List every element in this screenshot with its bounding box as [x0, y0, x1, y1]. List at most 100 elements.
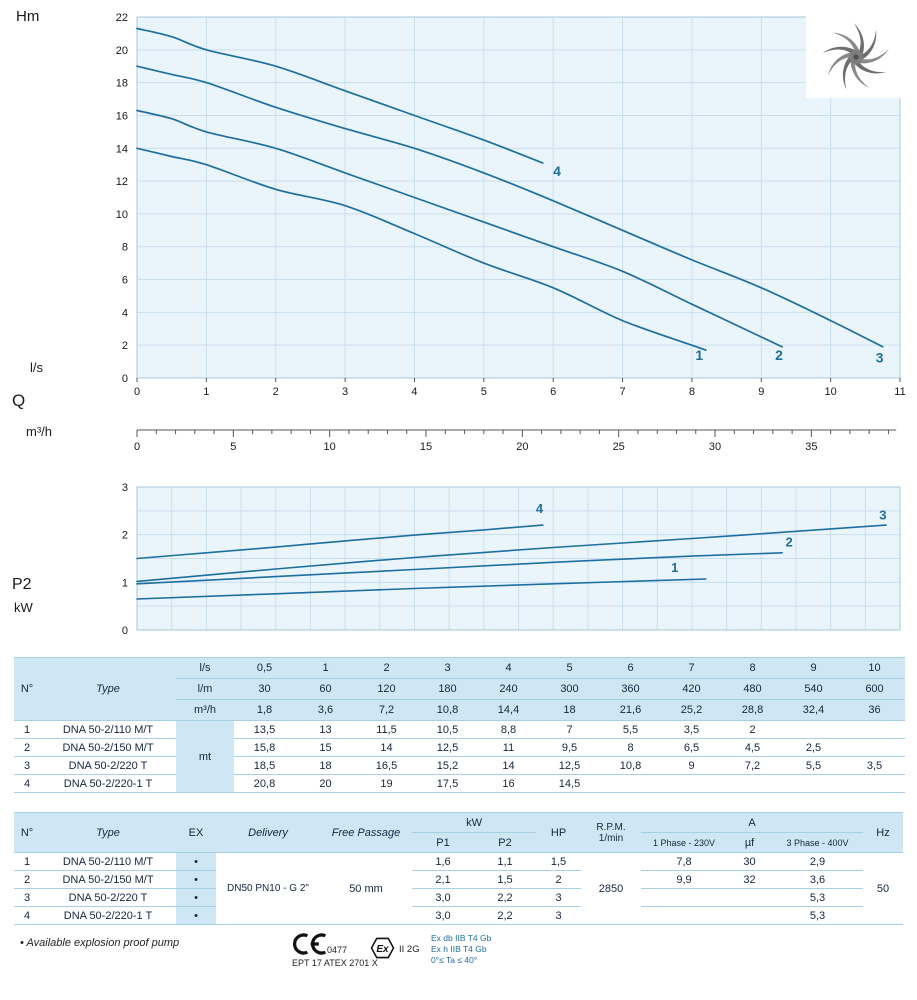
row-number: 4: [14, 906, 40, 925]
col-header-uf: µf: [727, 832, 773, 853]
head-value: 9,5: [539, 738, 600, 757]
tech-subheader-row: P1 P2 1 Phase - 230V µf 3 Phase - 400V: [14, 832, 903, 853]
svg-text:3: 3: [879, 507, 886, 522]
3phase-current: 2,9: [772, 852, 864, 871]
tech-row: 2 DNA 50-2/150 M/T • 2,1 1,5 2 9,9 32 3,6: [14, 870, 903, 889]
head-value: 9: [661, 756, 722, 775]
p1-value: 1,6: [412, 852, 474, 871]
col-header-rpm: R.P.M. 1/min: [581, 812, 642, 853]
col-header-hp: HP: [536, 812, 582, 853]
flow-value: 120: [356, 678, 417, 700]
head-value: 11: [478, 738, 539, 757]
flow-value: 420: [661, 678, 722, 700]
perf-row: 3 DNA 50-2/220 T 18,5 18 16,5 15,2 14 12,5 10,8 9…: [14, 756, 905, 775]
flow-value: 60: [295, 678, 356, 700]
flow-value: 360: [600, 678, 661, 700]
svg-text:20: 20: [116, 45, 128, 57]
col-header-type: Type: [40, 812, 176, 853]
svg-text:1: 1: [122, 577, 128, 589]
perf-row: 1 DNA 50-2/110 M/T mt 13,5 13 11,5 10,5 8,8 7 5,5…: [14, 720, 905, 793]
hz-value: 50: [863, 852, 904, 925]
flow-value: 10,8: [417, 699, 478, 721]
flow-value: 0,5: [234, 657, 295, 679]
svg-text:7: 7: [619, 386, 625, 398]
performance-table: N° Type l/s 0,5 1 2 3 4 5 6 7 8 9 10 l/m 30 60 120 180 240 3…: [14, 657, 905, 793]
flow-value: 30: [234, 678, 295, 700]
col-header-n: N°: [14, 812, 40, 853]
head-value: [722, 774, 783, 793]
flow-value: 7,2: [356, 699, 417, 721]
flow-value: 8: [722, 657, 783, 679]
unit-label: l/m: [176, 678, 234, 700]
flow-value: 10: [844, 657, 905, 679]
svg-text:3: 3: [122, 482, 128, 494]
svg-text:6: 6: [550, 386, 556, 398]
ex-available-dot: •: [176, 888, 216, 907]
svg-text:8: 8: [689, 386, 695, 398]
head-value: 8,8: [478, 720, 539, 739]
hp-value: 3: [536, 906, 582, 925]
head-value: 2,5: [783, 738, 844, 757]
power-flow-chart: 0 1 2 3 1 2 3 4: [0, 470, 917, 640]
head-value: 15,8: [234, 738, 295, 757]
capacitor-uf: [727, 888, 773, 907]
svg-text:12: 12: [116, 176, 128, 188]
svg-text:2: 2: [122, 340, 128, 352]
head-value: 19: [356, 774, 417, 793]
head-value: 15: [295, 738, 356, 757]
y-axis-label-p2: P2: [12, 576, 32, 593]
tech-header-row: N° Type EX Delivery Free Passage kW HP R.P.M. 1/…: [14, 812, 904, 853]
flow-value: 7: [661, 657, 722, 679]
ex-certification-lines: Ex db IIB T4 Gb Ex h IIB T4 Gb 0°≤ Ta ≤ …: [431, 933, 491, 966]
head-value: 5,5: [783, 756, 844, 775]
col-header-3phase: 3 Phase - 400V: [772, 832, 864, 853]
head-value: 14: [356, 738, 417, 757]
flow-value: 180: [417, 678, 478, 700]
y-axis-label-kw: kW: [14, 600, 33, 615]
svg-text:8: 8: [122, 242, 128, 254]
svg-text:0: 0: [134, 386, 140, 398]
svg-text:20: 20: [516, 441, 528, 453]
col-header-type: Type: [40, 657, 176, 721]
x-axis-label-m3h: m³/h: [26, 424, 52, 439]
perf-header-row: m³/h 1,8 3,6 7,2 10,8 14,4 18 21,6 25,2 28,8 32,4 3…: [14, 699, 905, 721]
svg-text:11: 11: [894, 386, 905, 398]
hp-value: 1,5: [536, 852, 582, 871]
svg-text:10: 10: [324, 441, 336, 453]
head-value: [661, 774, 722, 793]
flow-value: 480: [722, 678, 783, 700]
svg-text:0: 0: [122, 625, 128, 637]
head-value: 12,5: [539, 756, 600, 775]
hp-value: 3: [536, 888, 582, 907]
head-value: 13: [295, 720, 356, 739]
row-number: 4: [14, 774, 40, 793]
head-value: 11,5: [356, 720, 417, 739]
pump-type: DNA 50-2/220 T: [40, 756, 176, 775]
svg-text:15: 15: [420, 441, 432, 453]
p2-value: 2,2: [474, 906, 537, 925]
col-header-ex: EX: [176, 812, 216, 853]
col-header-free-passage: Free Passage: [320, 812, 412, 853]
capacitor-uf: 32: [727, 870, 773, 889]
head-value: 18,5: [234, 756, 295, 775]
free-passage-value: 50 mm: [320, 852, 412, 925]
1phase-current: [641, 888, 728, 907]
ex-line-2: Ex h IIB T4 Gb: [431, 944, 487, 954]
col-group-kw: kW: [412, 812, 537, 833]
flow-value: 6: [600, 657, 661, 679]
svg-text:2: 2: [122, 530, 128, 542]
ex-line-3: 0°≤ Ta ≤ 40°: [431, 955, 478, 965]
ex-line-1: Ex db IIB T4 Gb: [431, 933, 492, 943]
perf-row: 2 DNA 50-2/150 M/T 15,8 15 14 12,5 11 9,5 8 6,5 4,…: [14, 738, 905, 757]
perf-row: 4 DNA 50-2/220-1 T 20,8 20 19 17,5 16 14,5: [14, 774, 905, 793]
head-value: 7,2: [722, 756, 783, 775]
3phase-current: 3,6: [772, 870, 864, 889]
pump-type: DNA 50-2/110 M/T: [40, 720, 176, 739]
head-value: [600, 774, 661, 793]
impeller-icon: [822, 22, 890, 90]
head-value: 14: [478, 756, 539, 775]
col-header-n: N°: [14, 657, 40, 721]
head-value: 20: [295, 774, 356, 793]
svg-text:9: 9: [758, 386, 764, 398]
head-value: [783, 720, 844, 739]
